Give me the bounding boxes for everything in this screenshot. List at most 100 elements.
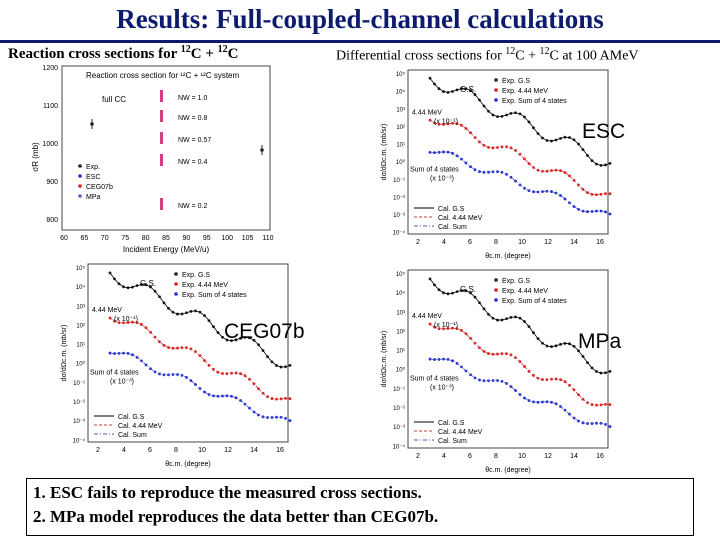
- 4.44mev-points: [446, 122, 450, 126]
- model-label-mpa: MPa: [578, 330, 622, 353]
- x-tick: 2: [416, 239, 420, 246]
- reaction-legend: Exp. ESC CEG07b MPa: [78, 164, 113, 201]
- y-tick: 10⁻²: [393, 195, 405, 201]
- sum-points: [216, 394, 220, 398]
- y-tick: 10⁻¹: [393, 178, 405, 184]
- x-tick: 110: [262, 235, 273, 242]
- exp-legend-marker: [494, 88, 498, 92]
- exp-legend-entry: Exp. G.S: [502, 78, 530, 85]
- y-tick: 10¹: [396, 143, 405, 149]
- exp-legend-marker: [494, 78, 498, 82]
- y-tick: 10¹: [76, 343, 85, 349]
- legend-marker: [78, 194, 82, 198]
- y-tick: 10⁰: [396, 367, 406, 374]
- x-axis-label: θc.m. (degree): [485, 253, 531, 260]
- nw-label: NW = 1.0: [178, 95, 207, 102]
- sum-points: [288, 419, 292, 422]
- nw-label: NW = 0.2: [178, 203, 207, 210]
- conclusion-line-1: 1. ESC fails to reproduce the measured c…: [33, 483, 422, 502]
- x-tick: 16: [596, 453, 604, 460]
- sum-points: [234, 396, 238, 400]
- sum-points: [541, 400, 544, 404]
- y-tick: 10⁵: [396, 271, 406, 278]
- x-tick: 14: [570, 453, 578, 460]
- y-tick: 10³: [396, 107, 405, 113]
- x-tick: 6: [148, 447, 152, 454]
- y-tick: 10⁴: [76, 284, 86, 291]
- plot-frame: [61, 65, 271, 231]
- 4.44mev-points: [284, 397, 287, 400]
- 4.44mev-points: [554, 168, 558, 172]
- calc-curve: [429, 77, 611, 166]
- cal-legend-entry: Cal. Sum: [438, 438, 467, 445]
- y-tick: 1200: [42, 65, 58, 72]
- y-tick: 10⁻²: [393, 406, 405, 412]
- sum-points: [122, 351, 125, 355]
- x-tick: 8: [494, 453, 498, 460]
- 4.44mev-points: [550, 169, 553, 172]
- conclusion-box: 1. ESC fails to reproduce the measured c…: [26, 478, 694, 536]
- mass-number: 12: [180, 44, 191, 55]
- 4.44mev-points: [288, 397, 292, 401]
- x-tick: 8: [494, 239, 498, 246]
- y-tick: 800: [46, 217, 58, 224]
- 4.44mev-points: [446, 327, 450, 330]
- x-tick: 16: [276, 447, 284, 454]
- exp-legend-entry: Exp. 4.44 MeV: [502, 288, 548, 295]
- 4.44mev-points: [122, 321, 125, 325]
- x-tick: 75: [121, 235, 129, 242]
- y-tick: 10⁻³: [393, 425, 405, 431]
- 4.44mev-points: [135, 321, 139, 325]
- sum-points: [113, 352, 116, 355]
- y-tick: 1100: [43, 103, 58, 110]
- cal-legend-entry: Cal. 4.44 MeV: [118, 423, 163, 430]
- sum-points: [532, 190, 535, 194]
- conclusion-line-2: 2. MPa model reproduces the data better …: [33, 507, 439, 526]
- mass-number: 12: [539, 46, 550, 57]
- cal-legend-entry: Cal. Sum: [438, 224, 467, 231]
- y-axis-label: σR (mb): [31, 142, 40, 172]
- nw-marker: [160, 110, 163, 122]
- y-tick: 10⁻⁴: [393, 230, 406, 237]
- nw-marker: [160, 198, 163, 210]
- sum-points: [550, 190, 553, 193]
- gs-label: G.S.: [460, 85, 476, 94]
- nw-label: NW = 0.8: [178, 115, 207, 122]
- 4.44mev-points: [487, 352, 490, 355]
- sum-scale: (x 10⁻³): [430, 384, 454, 391]
- differential-caption: Differential cross sections for 12C + 12…: [336, 46, 639, 65]
- cal-legend-entry: Cal. G.S: [438, 206, 465, 213]
- y-axis-label: dσ/dΩc.m. (mb/sr): [61, 325, 68, 382]
- x-tick: 10: [198, 447, 206, 454]
- sum-points: [545, 400, 549, 404]
- sum-points: [554, 402, 558, 406]
- sum-points: [225, 394, 229, 398]
- x-tick: 90: [183, 235, 191, 242]
- cal-legend-entry: Cal. 4.44 MeV: [438, 429, 483, 436]
- esc-differential-chart: 2 4 6 8 10 12 14 16 10⁵ 10⁴ 10³ 10² 10¹ 10⁰ 10⁻¹ 10⁻² 10…: [378, 62, 614, 262]
- reaction-cross-section-chart: 1200 1100 1000 900 800 60 65 70 75 80 85 90 95 100 10…: [30, 62, 280, 254]
- sum-label: Sum of 4 states: [410, 167, 459, 174]
- gs-label: G.S.: [140, 279, 156, 288]
- 4.44mev-points: [442, 327, 445, 331]
- sum-label: Sum of 4 states: [410, 375, 459, 382]
- exp-legend-entry: Exp. G.S: [502, 278, 530, 285]
- gs-label: G.S.: [460, 285, 476, 294]
- legend-marker: [78, 174, 82, 178]
- calc-curve: [429, 151, 611, 215]
- 4.44mev-points: [171, 346, 175, 350]
- calc-curve: [109, 272, 291, 368]
- differential-caption-text: Differential cross sections for: [336, 48, 506, 64]
- element-text: C +: [190, 46, 218, 62]
- sum-points: [131, 353, 134, 357]
- plot-frame: [87, 263, 289, 443]
- calc-curve: [109, 352, 291, 421]
- reaction-caption-text: Reaction cross sections for: [8, 46, 181, 62]
- title-rule: [0, 40, 720, 43]
- y-axis-label: dσ/dΩc.m. (mb/sr): [381, 331, 388, 388]
- y-tick: 10⁻⁴: [73, 437, 86, 444]
- y-tick: 10⁻³: [393, 213, 405, 219]
- 4.44mev-points: [131, 320, 134, 324]
- mev-scale: (x 10⁻¹): [434, 322, 458, 329]
- legend-entry: ESC: [86, 174, 100, 181]
